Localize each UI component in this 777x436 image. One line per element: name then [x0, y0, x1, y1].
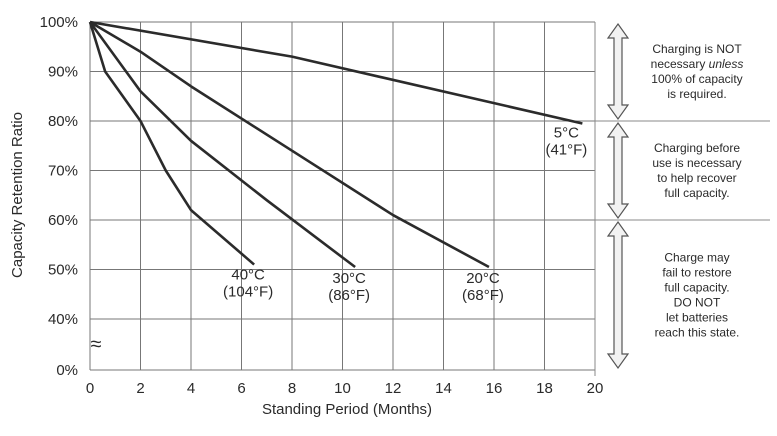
- annotation-text-2: Charge may: [664, 251, 729, 265]
- series-label-0: 5°C: [554, 124, 579, 141]
- y-tick-label: 0%: [56, 362, 78, 379]
- x-tick-label: 0: [86, 380, 94, 397]
- series-label-1: 20°C: [466, 270, 500, 287]
- series-label-3: 40°C: [231, 267, 265, 284]
- annotation-text-0: is required.: [667, 87, 726, 101]
- y-tick-label: 60%: [48, 212, 78, 229]
- annotation-text-2: DO NOT: [674, 296, 721, 310]
- annotation-text-0: 100% of capacity: [651, 72, 742, 86]
- y-tick-label: 40%: [48, 311, 78, 328]
- x-tick-label: 12: [385, 380, 402, 397]
- x-tick-label: 10: [334, 380, 351, 397]
- grid-lines: [89, 21, 596, 371]
- series-labels: 5°C(41°F) 20°C(68°F) 30°C(86°F) 40°C(104°F): [223, 124, 587, 304]
- series-label-2: 30°C: [332, 270, 366, 287]
- series-line-1: [89, 20, 490, 269]
- series-line-2: [88, 21, 356, 269]
- series-lines: [88, 20, 583, 269]
- annotation-text-1: use is necessary: [652, 156, 741, 170]
- x-tick-label: 20: [587, 380, 604, 397]
- y-tick-label: 70%: [48, 163, 78, 180]
- axis-break-symbol: ≈: [91, 334, 102, 356]
- x-tick-label: 8: [288, 380, 296, 397]
- x-tick-label: 18: [536, 380, 553, 397]
- double-arrow-icon: [606, 121, 630, 220]
- x-tick-label: 4: [187, 380, 195, 397]
- x-tick-label: 2: [136, 380, 144, 397]
- y-tick-label: 100%: [40, 14, 78, 31]
- series-label-1: (68°F): [462, 287, 504, 304]
- series-line-3: [88, 21, 255, 266]
- annotation-text-0: necessary unless: [651, 57, 744, 71]
- y-tick-label: 80%: [48, 113, 78, 130]
- y-tick-label: 50%: [48, 262, 78, 279]
- series-label-0: (41°F): [545, 141, 587, 158]
- annotation-text-1: to help recover: [657, 171, 736, 185]
- annotation-text-0: Charging is NOT: [652, 42, 742, 56]
- y-tick-label: 90%: [48, 64, 78, 81]
- series-line-0: [89, 20, 583, 125]
- annotation-text-2: fail to restore: [662, 266, 732, 280]
- x-tick-labels: 0 2 4 6 8 10 12 14 16 18 20: [86, 380, 604, 397]
- annotation-text-2: let batteries: [666, 311, 728, 325]
- annotation-text-2: reach this state.: [655, 326, 740, 340]
- x-tick-label: 16: [486, 380, 503, 397]
- y-axis-title: Capacity Retention Ratio: [9, 112, 26, 278]
- y-tick-labels: 100% 90% 80% 70% 60% 50% 40% 0% ≈: [40, 14, 102, 379]
- x-axis-title: Standing Period (Months): [262, 401, 432, 418]
- series-label-2: (86°F): [328, 287, 370, 304]
- annotation-text-1: full capacity.: [664, 186, 729, 200]
- double-arrow-icon: [606, 220, 630, 370]
- annotation-text-2: full capacity.: [664, 281, 729, 295]
- x-tick-label: 14: [435, 380, 452, 397]
- series-label-3: (104°F): [223, 284, 273, 301]
- annotation-text-1: Charging before: [654, 141, 740, 155]
- double-arrow-icon: [606, 22, 630, 121]
- x-tick-label: 6: [237, 380, 245, 397]
